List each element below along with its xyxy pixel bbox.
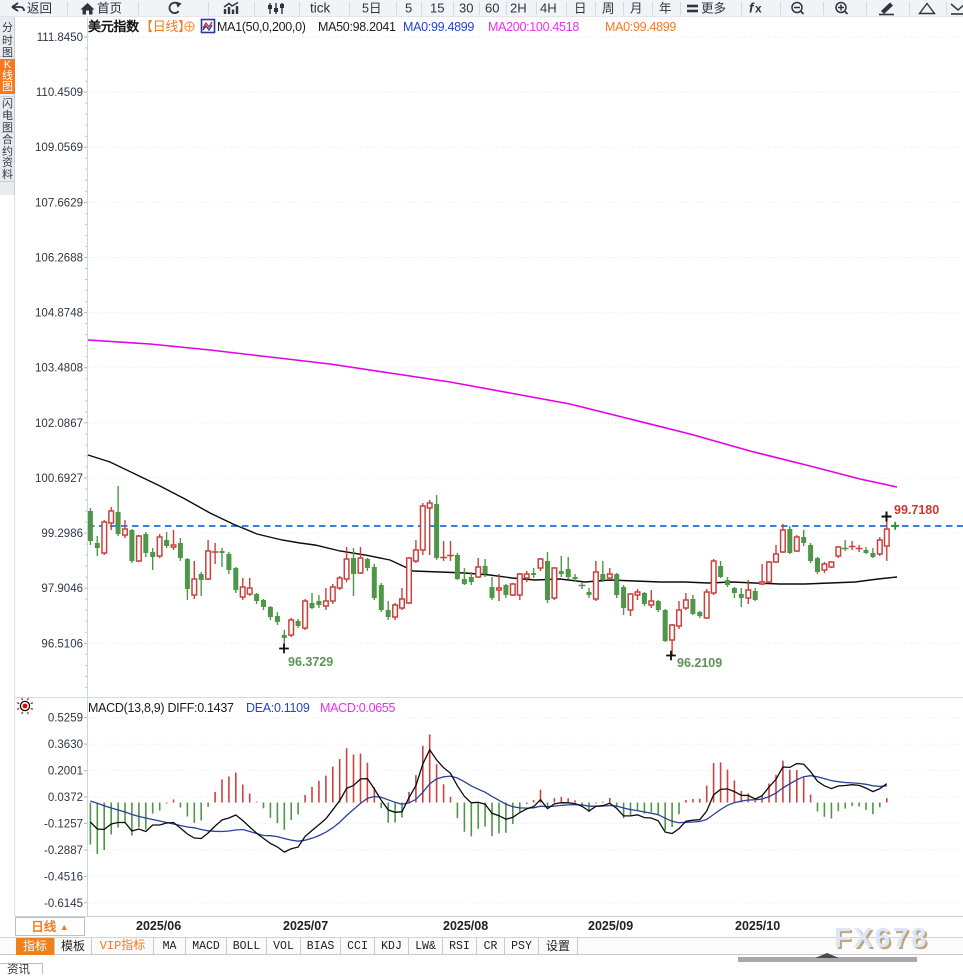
svg-text:首页: 首页 <box>97 2 122 16</box>
svg-text:MA0:99.4899: MA0:99.4899 <box>605 20 676 34</box>
svg-text:99.2986: 99.2986 <box>41 528 83 540</box>
svg-text:0.5259: 0.5259 <box>48 713 83 725</box>
svg-text:-0.1257: -0.1257 <box>44 818 83 830</box>
svg-text:106.2688: 106.2688 <box>35 253 83 265</box>
svg-text:周: 周 <box>602 2 615 16</box>
svg-text:返回: 返回 <box>27 2 52 16</box>
svg-text:MA0:99.4899: MA0:99.4899 <box>403 20 474 34</box>
svg-text:【日线】: 【日线】 <box>140 19 191 34</box>
svg-text:2H: 2H <box>510 1 527 16</box>
svg-text:日: 日 <box>574 2 587 16</box>
svg-text:0.0372: 0.0372 <box>48 792 83 804</box>
svg-text:MA200:100.4518: MA200:100.4518 <box>488 20 579 34</box>
svg-text:103.4808: 103.4808 <box>35 363 83 375</box>
svg-text:100.6927: 100.6927 <box>35 473 83 485</box>
svg-text:美元指数: 美元指数 <box>88 19 140 34</box>
svg-text:15: 15 <box>430 1 444 16</box>
svg-text:-0.6145: -0.6145 <box>44 898 83 910</box>
svg-text:f: f <box>749 1 755 16</box>
svg-text:DEA:0.1109: DEA:0.1109 <box>246 701 310 715</box>
svg-text:更多: 更多 <box>701 2 726 16</box>
svg-text:97.9046: 97.9046 <box>41 583 83 595</box>
svg-text:tick: tick <box>310 1 331 16</box>
svg-text:107.6629: 107.6629 <box>35 197 83 209</box>
svg-text:30: 30 <box>459 1 473 16</box>
svg-text:MACD(13,8,9) DIFF:0.1437: MACD(13,8,9) DIFF:0.1437 <box>88 701 234 715</box>
svg-text:月: 月 <box>630 2 643 16</box>
svg-text:60: 60 <box>485 1 499 16</box>
svg-text:4H: 4H <box>540 1 557 16</box>
svg-text:MA1(50,0,200,0): MA1(50,0,200,0) <box>217 20 306 34</box>
svg-text:MA50:98.2041: MA50:98.2041 <box>318 20 396 34</box>
svg-text:111.8450: 111.8450 <box>37 32 83 44</box>
svg-text:0.3630: 0.3630 <box>48 739 83 751</box>
svg-text:5: 5 <box>405 1 412 16</box>
svg-text:MACD:0.0655: MACD:0.0655 <box>320 701 396 715</box>
svg-text:5日: 5日 <box>362 2 381 16</box>
svg-text:109.0569: 109.0569 <box>35 142 83 154</box>
svg-text:0.2001: 0.2001 <box>48 766 83 778</box>
svg-text:-0.4516: -0.4516 <box>44 871 83 883</box>
svg-text:102.0867: 102.0867 <box>35 418 83 430</box>
svg-text:104.8748: 104.8748 <box>35 308 83 320</box>
svg-text:96.3729: 96.3729 <box>288 655 333 669</box>
svg-text:96.2109: 96.2109 <box>677 656 722 670</box>
svg-text:x: x <box>755 2 762 16</box>
svg-text:110.4509: 110.4509 <box>36 87 83 99</box>
svg-text:99.7180: 99.7180 <box>894 503 939 517</box>
svg-text:-0.2887: -0.2887 <box>44 845 83 857</box>
svg-text:96.5106: 96.5106 <box>41 638 83 650</box>
svg-text:年: 年 <box>659 2 672 16</box>
